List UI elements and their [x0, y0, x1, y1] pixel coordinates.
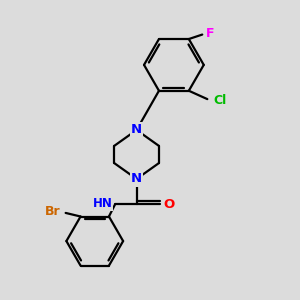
Text: N: N [131, 172, 142, 185]
Text: HN: HN [93, 197, 112, 210]
Text: N: N [131, 124, 142, 136]
Text: O: O [163, 198, 174, 211]
Text: Br: Br [45, 205, 61, 218]
Text: F: F [206, 27, 215, 40]
Text: Cl: Cl [213, 94, 226, 107]
